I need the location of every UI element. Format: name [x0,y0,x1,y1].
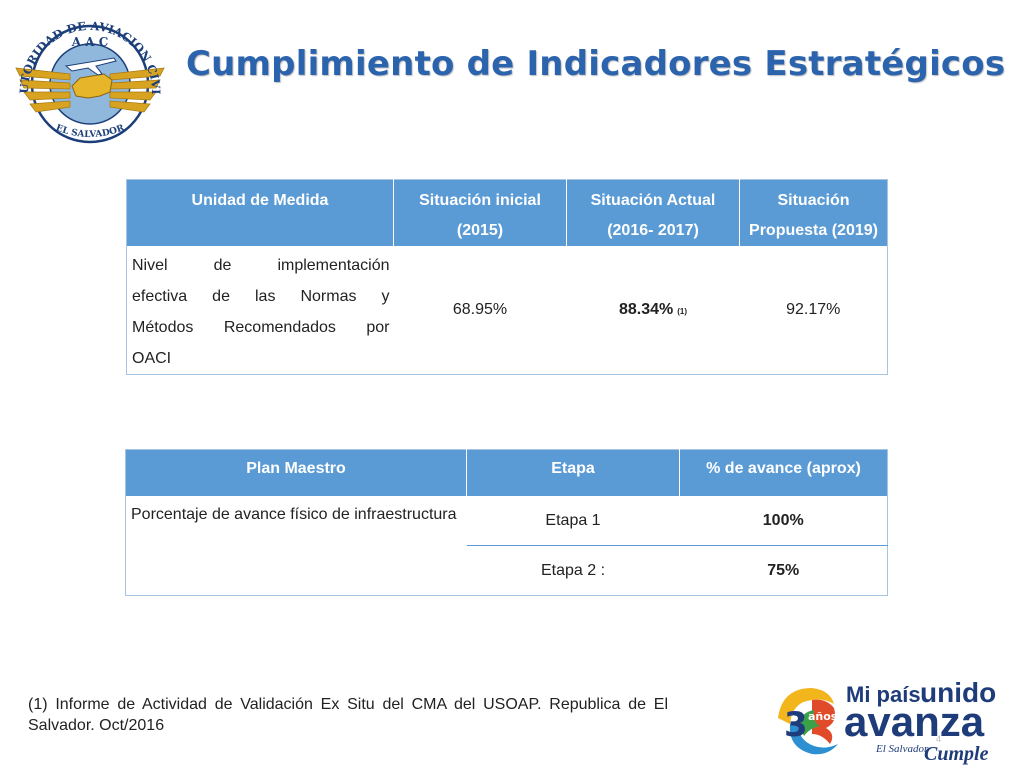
brand-slogan: Cumple [924,743,989,765]
indicator-description-line: efectiva de las Normas y [132,288,390,305]
header-situacion-actual: Situación Actual (2016- 2017) [566,179,740,246]
table-row: Etapa 2 : 75% [126,546,888,596]
header-situacion-inicial-line2: (2015) [456,222,504,239]
indicator-description-line: Métodos Recomendados por [132,319,390,336]
table-row: Porcentaje de avance físico de infraestr… [126,496,888,546]
indicators-header-row: Unidad de Medida Situación inicial (2015… [126,179,888,246]
header-situacion-propuesta-line2: Propuesta (2019) [749,222,878,239]
footnote-marker: (1) [677,307,688,316]
proposed-value: 92.17% [786,301,841,318]
indicator-description: Nivel de implementación efectiva de las … [127,246,394,375]
brand-years-number: 3 [784,705,808,745]
plan-description: Porcentaje de avance físico de infraestr… [131,506,457,523]
table-row: Nivel de implementación efectiva de las … [127,246,888,375]
brand-line1-a: Mi país [846,682,921,707]
progress-cell: 75% [767,561,800,579]
indicators-table: Unidad de Medida Situación inicial (2015… [126,179,888,375]
header-situacion-propuesta: Situación Propuesta (2019) [739,179,888,246]
logo-initials: A A C [71,35,109,49]
header-situacion-propuesta-line1: Situación [777,192,850,209]
brand-logo-icon: 3 años Mi país unido avanza El Salvador … [778,678,996,765]
initial-value: 68.95% [452,301,508,318]
master-plan-table: Plan Maestro Etapa % de avance (aprox) P… [125,449,888,596]
progress-cell: 100% [679,496,888,546]
aac-logo-icon: AUTORIDAD DE AVIACION CIVIL A A C EL SAL… [14,12,165,144]
header-situacion-inicial: Situación inicial (2015) [393,179,567,246]
current-value-cell: 88.34% (1) [567,246,740,375]
header-situacion-actual-line2: (2016- 2017) [607,222,699,239]
page-title: Cumplimiento de Indicadores Estratégicos [186,44,1006,84]
stage-cell: Etapa 1 [466,496,680,546]
master-plan-header-row: Plan Maestro Etapa % de avance (aprox) [125,449,888,496]
header-unidad-de-medida: Unidad de Medida [126,179,394,246]
stage-cell: Etapa 2 : [540,561,606,579]
brand-subtitle: El Salvador [875,743,929,755]
indicator-description-line: OACI [132,350,172,367]
header-plan-maestro: Plan Maestro [125,449,467,496]
header-situacion-inicial-line1: Situación inicial [419,192,541,209]
header-situacion-actual-line1: Situación Actual [590,192,716,209]
brand-years-word: años [808,710,838,723]
header-avance: % de avance (aprox) [679,449,888,496]
indicator-description-line: Nivel de implementación [132,257,390,274]
footnote: (1) Informe de Actividad de Validación E… [28,696,668,734]
current-value: 88.34% [618,301,674,318]
brand-line1-b: unido [920,678,996,708]
page-number: 4 [936,734,941,744]
header-etapa: Etapa [466,449,680,496]
brand-line2: avanza [844,698,985,745]
